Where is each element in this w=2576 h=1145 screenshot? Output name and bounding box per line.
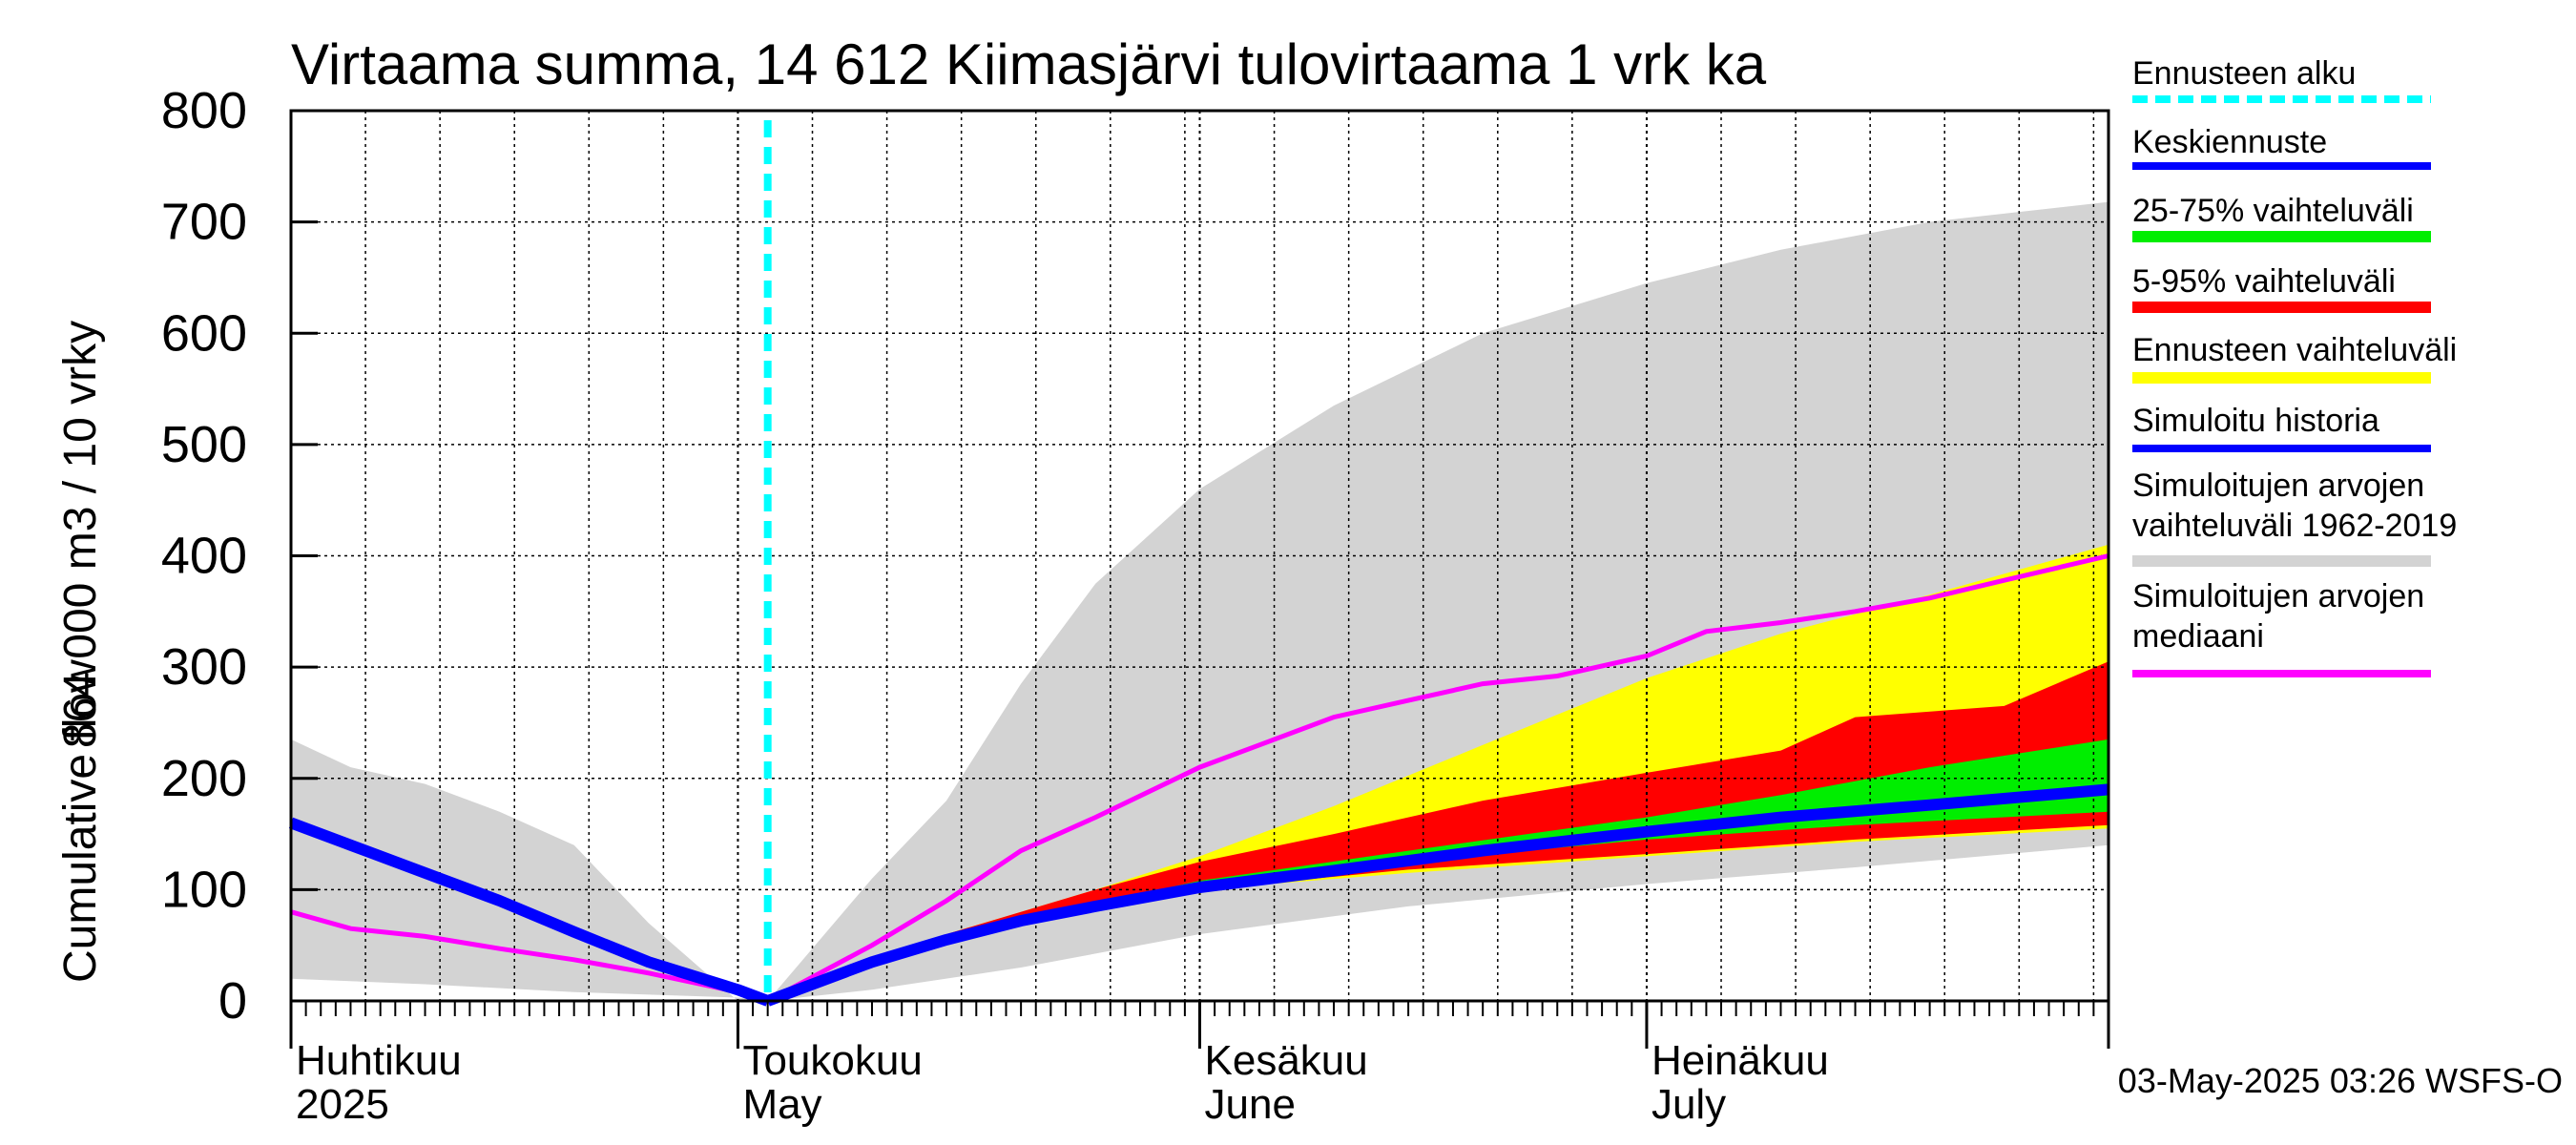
y-tick-label: 400 <box>161 528 247 585</box>
legend-label: vaihteluväli 1962-2019 <box>2132 508 2457 544</box>
band-25-75 <box>767 739 2109 1001</box>
y-axis: 0 100 200 300 400 500 600 700 800 <box>161 82 318 1030</box>
legend-label: Simuloitujen arvojen <box>2132 578 2424 614</box>
range-bands <box>291 201 2109 1002</box>
x-month-label: Toukokuu <box>742 1037 922 1084</box>
legend-label: Simuloitujen arvojen <box>2132 468 2424 504</box>
timestamp: 03-May-2025 03:26 WSFS-O <box>2118 1061 2563 1100</box>
y-axis-label-top: 864 000 m3 / 10 vrky <box>55 321 106 748</box>
x-month-label: Huhtikuu <box>296 1037 462 1084</box>
series-median-line <box>290 553 2109 1004</box>
x-month-sublabel: May <box>742 1081 821 1128</box>
forecast-range-band <box>767 544 2109 1001</box>
x-month-sublabel: July <box>1652 1081 1726 1128</box>
y-tick-label: 500 <box>161 416 247 473</box>
plot-area <box>288 109 2110 1007</box>
x-month-label: Heinäkuu <box>1652 1037 1829 1084</box>
legend-label: 5-95% vaihteluväli <box>2132 263 2396 300</box>
y-axis-label-bottom: Cumulative flow <box>55 659 106 983</box>
y-tick-label: 300 <box>161 638 247 696</box>
y-tick-label: 0 <box>218 972 247 1030</box>
chart-title: Virtaama summa, 14 612 Kiimasjärvi tulov… <box>291 32 1767 96</box>
grid <box>291 111 2109 1001</box>
band-5-95 <box>767 661 2109 1001</box>
y-tick-label: 200 <box>161 750 247 807</box>
y-tick-label: 100 <box>161 861 247 918</box>
x-month-sublabel: June <box>1205 1081 1296 1128</box>
y-tick-label: 700 <box>161 194 247 251</box>
legend-label: mediaani <box>2132 618 2264 655</box>
legend-label: Ennusteen vaihteluväli <box>2132 332 2457 368</box>
series-mean-forecast-line <box>765 783 2109 1007</box>
y-tick-label: 800 <box>161 82 247 139</box>
legend-label: 25-75% vaihteluväli <box>2132 193 2414 229</box>
series-lines <box>288 120 2109 1007</box>
legend: Ennusteen alku Keskiennuste 25-75% vaihtel… <box>2132 55 2457 677</box>
x-month-label: Kesäkuu <box>1205 1037 1368 1084</box>
series-simulated-history-line <box>288 817 770 1007</box>
y-tick-label: 600 <box>161 304 247 362</box>
x-month-sublabel: 2025 <box>296 1081 389 1128</box>
legend-label: Keskiennuste <box>2132 124 2327 160</box>
legend-label: Simuloitu historia <box>2132 403 2379 439</box>
legend-label: Ennusteen alku <box>2132 55 2356 92</box>
